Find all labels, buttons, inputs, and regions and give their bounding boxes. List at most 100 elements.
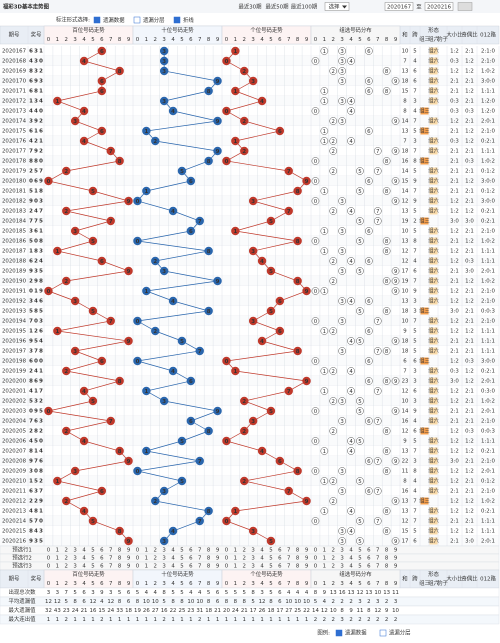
preselect-digit[interactable]: 1 xyxy=(56,548,59,554)
preselect-digit[interactable]: 6 xyxy=(367,564,371,570)
preselect-digit[interactable]: 3 xyxy=(251,556,254,562)
to-input[interactable] xyxy=(424,2,454,11)
preselect-digit[interactable]: 3 xyxy=(162,556,165,562)
preselect-digit[interactable]: 5 xyxy=(358,564,361,570)
period-link[interactable]: 最近50期 xyxy=(265,3,288,11)
preselect-digit[interactable]: 1 xyxy=(145,548,148,554)
preselect-digit[interactable]: 2 xyxy=(332,556,335,562)
preselect-digit[interactable]: 4 xyxy=(171,564,175,570)
preselect-digit[interactable]: 1 xyxy=(145,564,148,570)
preselect-digit[interactable]: 5 xyxy=(269,564,272,570)
preselect-digit[interactable]: 5 xyxy=(91,564,94,570)
preselect-digit[interactable]: 2 xyxy=(65,564,68,570)
preselect-digit[interactable]: 8 xyxy=(385,556,389,562)
preselect-digit[interactable]: 6 xyxy=(100,564,104,570)
preselect-digit[interactable]: 2 xyxy=(154,548,157,554)
preselect-digit[interactable]: 3 xyxy=(162,564,165,570)
preselect-digit[interactable]: 5 xyxy=(91,556,94,562)
preselect-digit[interactable]: 8 xyxy=(296,564,300,570)
preselect-digit[interactable]: 5 xyxy=(358,556,361,562)
preselect-digit[interactable]: 9 xyxy=(305,556,309,562)
preselect-digit[interactable]: 5 xyxy=(91,548,94,554)
preselect-digit[interactable]: 1 xyxy=(323,564,326,570)
preselect-digit[interactable]: 3 xyxy=(73,548,76,554)
option-label[interactable]: 遗漏分层 xyxy=(143,16,165,24)
option-checkbox[interactable] xyxy=(133,16,141,24)
preselect-digit[interactable]: 7 xyxy=(287,564,290,570)
preselect-digit[interactable]: 4 xyxy=(82,556,86,562)
preselect-digit[interactable]: 6 xyxy=(189,556,193,562)
preselect-digit[interactable]: 0 xyxy=(136,564,140,570)
preselect-digit[interactable]: 0 xyxy=(225,556,229,562)
preselect-digit[interactable]: 9 xyxy=(216,564,220,570)
preselect-digit[interactable]: 5 xyxy=(269,548,272,554)
preselect-digit[interactable]: 4 xyxy=(260,556,264,562)
preselect-digit[interactable]: 0 xyxy=(225,548,229,554)
preselect-digit[interactable]: 7 xyxy=(109,556,112,562)
preselect-digit[interactable]: 6 xyxy=(367,556,371,562)
preselect-digit[interactable]: 4 xyxy=(82,548,86,554)
preselect-digit[interactable]: 6 xyxy=(367,548,371,554)
preselect-digit[interactable]: 7 xyxy=(376,564,379,570)
preselect-digit[interactable]: 8 xyxy=(296,556,300,562)
preselect-digit[interactable]: 0 xyxy=(136,548,140,554)
preselect-digit[interactable]: 7 xyxy=(198,556,201,562)
preselect-digit[interactable]: 9 xyxy=(216,548,220,554)
legend-item[interactable]: 遗漏数据 xyxy=(345,629,367,637)
preselect-digit[interactable]: 7 xyxy=(109,564,112,570)
preselect-digit[interactable]: 8 xyxy=(118,548,122,554)
preselect-digit[interactable]: 7 xyxy=(287,556,290,562)
preselect-digit[interactable]: 9 xyxy=(305,548,309,554)
preselect-digit[interactable]: 3 xyxy=(340,564,343,570)
preselect-digit[interactable]: 6 xyxy=(100,548,104,554)
preselect-digit[interactable]: 0 xyxy=(314,564,318,570)
period-link[interactable]: 最近30期 xyxy=(238,3,261,11)
preselect-digit[interactable]: 8 xyxy=(118,556,122,562)
option-label[interactable]: 折线 xyxy=(183,16,194,24)
preselect-digit[interactable]: 6 xyxy=(100,556,104,562)
query-button[interactable] xyxy=(457,2,473,11)
preselect-digit[interactable]: 0 xyxy=(47,564,51,570)
preselect-digit[interactable]: 1 xyxy=(56,564,59,570)
select-label[interactable]: 选择 xyxy=(329,3,340,11)
preselect-digit[interactable]: 9 xyxy=(394,556,398,562)
preselect-digit[interactable]: 8 xyxy=(207,556,211,562)
from-value[interactable]: 2020167 xyxy=(387,5,411,11)
legend-item[interactable]: 遗漏分层 xyxy=(389,629,411,637)
preselect-digit[interactable]: 5 xyxy=(180,564,183,570)
preselect-digit[interactable]: 8 xyxy=(385,564,389,570)
legend-swatch[interactable] xyxy=(335,629,343,637)
preselect-digit[interactable]: 7 xyxy=(198,548,201,554)
preselect-digit[interactable]: 9 xyxy=(127,564,131,570)
preselect-digit[interactable]: 2 xyxy=(154,556,157,562)
preselect-digit[interactable]: 0 xyxy=(314,556,318,562)
option-label[interactable]: 遗漏数据 xyxy=(103,16,125,24)
preselect-digit[interactable]: 7 xyxy=(198,564,201,570)
preselect-digit[interactable]: 2 xyxy=(243,556,246,562)
preselect-digit[interactable]: 3 xyxy=(251,564,254,570)
preselect-digit[interactable]: 1 xyxy=(323,556,326,562)
preselect-digit[interactable]: 2 xyxy=(154,564,157,570)
preselect-digit[interactable]: 4 xyxy=(260,564,264,570)
preselect-digit[interactable]: 6 xyxy=(189,548,193,554)
preselect-digit[interactable]: 9 xyxy=(127,556,131,562)
preselect-digit[interactable]: 0 xyxy=(314,548,318,554)
preselect-digit[interactable]: 2 xyxy=(243,548,246,554)
preselect-digit[interactable]: 9 xyxy=(305,564,309,570)
preselect-digit[interactable]: 6 xyxy=(278,556,282,562)
legend-swatch[interactable] xyxy=(379,629,387,637)
preselect-digit[interactable]: 9 xyxy=(394,564,398,570)
preselect-digit[interactable]: 6 xyxy=(189,564,193,570)
preselect-digit[interactable]: 3 xyxy=(73,556,76,562)
preselect-digit[interactable]: 5 xyxy=(358,548,361,554)
preselect-digit[interactable]: 5 xyxy=(180,548,183,554)
preselect-digit[interactable]: 5 xyxy=(180,556,183,562)
preselect-digit[interactable]: 2 xyxy=(65,548,68,554)
preselect-digit[interactable]: 6 xyxy=(278,548,282,554)
preselect-digit[interactable]: 5 xyxy=(269,556,272,562)
preselect-digit[interactable]: 7 xyxy=(287,548,290,554)
preselect-digit[interactable]: 8 xyxy=(118,564,122,570)
preselect-digit[interactable]: 9 xyxy=(216,556,220,562)
preselect-digit[interactable]: 8 xyxy=(207,548,211,554)
preselect-digit[interactable]: 1 xyxy=(145,556,148,562)
